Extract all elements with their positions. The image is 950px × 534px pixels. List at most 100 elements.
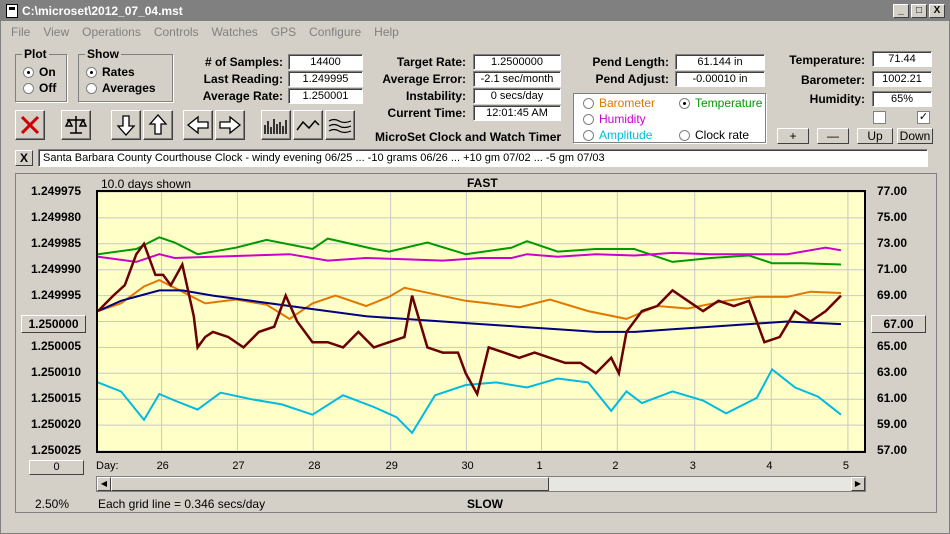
scale-down-button[interactable]: Down [897,128,933,144]
left-axis-tick-label: 1.250025 [31,443,82,457]
overlay-barometer-radio[interactable]: Barometer [583,96,655,110]
plot-off-radio[interactable]: Off [23,81,56,95]
note-clear-button[interactable]: X [15,150,33,166]
title-bar[interactable]: C:\microset\2012_07_04.mst _ □ X [1,1,949,21]
show-averages-radio[interactable]: Averages [86,81,156,95]
scroll-right-arrow-icon[interactable]: ▶ [851,477,865,491]
series-line-barometer [97,278,842,321]
instability-label: Instability: [405,89,466,103]
wave-view-button[interactable] [325,110,355,140]
overlay-barometer-label: Barometer [599,96,656,110]
minimize-button[interactable]: _ [893,4,909,18]
radio-dot-icon [86,66,97,78]
scroll-up-button[interactable] [143,110,173,140]
current-time-label: Current Time: [387,106,466,120]
days-shown-label: 10.0 days shown [101,177,192,191]
temperature-label: Temperature: [789,53,865,67]
left-axis-tick-label: 1.249985 [31,235,82,250]
menu-operations[interactable]: Operations [82,25,141,39]
left-axis-tick-label: 1.249995 [31,287,82,302]
scroll-left-arrow-icon[interactable]: ◀ [97,477,111,491]
close-button[interactable]: X [929,4,945,18]
scrollbar-thumb[interactable] [111,477,549,491]
menu-file[interactable]: File [11,25,31,39]
series-line-temperature [97,236,842,266]
last-reading-label: Last Reading: [203,72,283,86]
right-axis-tick-label: 71.00 [877,261,908,276]
pend-length-label: Pend Length: [592,55,669,69]
radio-dot-icon [23,66,34,78]
right-axis-tick-label: 77.00 [877,184,908,198]
app-icon [6,4,18,18]
zero-button[interactable]: 0 [29,460,84,475]
plot-group-title: Plot [22,47,49,61]
x-axis-tick-label: 2 [612,460,619,472]
menu-gps[interactable]: GPS [270,25,297,39]
horizontal-scrollbar[interactable]: ◀ ▶ [96,476,866,492]
zoom-in-button[interactable]: + [777,128,809,144]
temperature-value: 71.44 [872,51,932,67]
menu-view[interactable]: View [43,25,70,39]
arrow-up-icon [148,114,168,135]
right-axis-tick-label: 59.00 [877,417,908,432]
x-axis-tick-label: 3 [689,460,696,472]
pend-adjust-label: Pend Adjust: [595,72,669,86]
scale-up-button[interactable]: Up [857,128,893,144]
menu-bar: File View Operations Controls Watches GP… [1,22,949,42]
show-rates-radio[interactable]: Rates [86,65,135,79]
menu-help[interactable]: Help [374,25,399,39]
left-axis-tick-label: 1.250005 [31,339,82,354]
plot-on-radio[interactable]: On [23,65,56,79]
average-error-label: Average Error: [382,72,466,86]
right-axis-center-button[interactable]: 67.00 [871,315,926,333]
menu-configure[interactable]: Configure [309,25,362,39]
overlay-temperature-radio[interactable]: Temperature [679,96,762,110]
humidity-value: 65% [872,91,932,107]
x-axis-tick-label: 27 [232,460,245,472]
chart-svg [97,191,864,452]
line-view-button[interactable] [293,110,323,140]
left-axis-tick-label: 1.249990 [31,261,82,276]
show-rates-label: Rates [102,65,135,79]
arrow-down-icon [116,115,136,136]
zoom-out-button[interactable]: — [817,128,849,144]
percent-label: 2.50% [35,497,70,511]
clear-button[interactable] [15,110,45,140]
pend-length-value[interactable]: 61.144 in [675,54,765,70]
barometer-value: 1002.21 [872,71,932,87]
maximize-button[interactable]: □ [911,4,927,18]
right-checkbox[interactable]: ✓ [917,111,930,124]
plot-on-label: On [39,65,56,79]
x-axis-tick-label: 29 [385,460,398,472]
overlay-humidity-radio[interactable]: Humidity [583,112,646,126]
scroll-left-button[interactable] [183,110,213,140]
right-axis-tick-label: 75.00 [877,209,908,224]
radio-dot-icon [583,113,594,125]
wave-icon [328,118,352,134]
window-title: C:\microset\2012_07_04.mst [22,4,183,18]
left-axis-tick-label: 1.250020 [31,417,82,432]
x-axis-tick-label: 1 [536,460,543,472]
scale-balance-icon [64,116,88,134]
menu-watches[interactable]: Watches [211,25,258,39]
scroll-right-button[interactable] [215,110,245,140]
right-axis-tick-label: 65.00 [877,339,908,354]
overlay-amplitude-radio[interactable]: Amplitude [583,128,652,142]
radio-dot-icon [86,82,97,94]
menu-controls[interactable]: Controls [153,25,199,39]
overlay-temperature-label: Temperature [695,96,763,110]
target-rate-value[interactable]: 1.2500000 [473,54,561,70]
average-error-value: -2.1 sec/month [473,71,561,87]
x-axis-tick-label: 30 [461,460,474,472]
radio-dot-icon [679,97,690,109]
balance-button[interactable] [61,110,91,140]
note-input[interactable]: Santa Barbara County Courthouse Clock - … [38,149,928,167]
plot-off-label: Off [39,81,57,95]
histogram-view-button[interactable] [261,110,291,140]
left-checkbox[interactable] [873,111,886,124]
scroll-down-button[interactable] [111,110,141,140]
day-label: Day: [96,460,119,472]
overlay-clockrate-radio[interactable]: Clock rate [679,128,749,142]
left-axis-center-button[interactable]: 1.250000 [21,315,86,333]
